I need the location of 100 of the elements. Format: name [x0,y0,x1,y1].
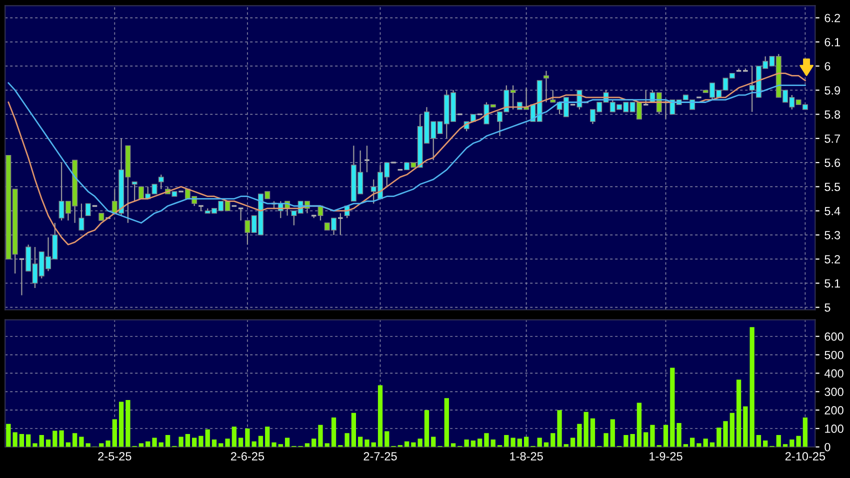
bar [644,432,648,447]
bar [245,428,250,447]
bar [411,442,416,447]
bar [378,385,383,447]
bar [670,368,675,447]
bar [318,424,323,447]
bar [703,438,708,447]
bar [304,443,310,447]
bar [178,436,184,447]
bar [504,434,509,447]
y-tick-label: 600 [824,332,844,341]
bar [225,438,230,447]
bar [284,438,290,447]
bar [444,398,449,447]
bar [776,434,781,447]
candlestick [85,203,91,216]
bar [86,443,90,447]
bar [517,438,522,447]
bar [59,430,64,447]
bar [99,443,104,447]
bar [716,428,722,447]
x-tick-label: 2-5-25 [98,452,132,460]
bar [351,412,356,447]
y-tick-label: 6.1 [824,38,840,46]
bar [484,433,489,447]
y-tick-label: 5 [824,303,830,312]
bar [604,433,608,447]
bar [212,440,217,447]
bar [72,433,78,447]
bar [584,412,588,447]
bar [358,436,363,447]
y-tick-label: 5.2 [824,255,840,264]
bar [570,438,576,447]
bar [12,432,18,447]
bar [796,436,801,447]
candlestick [18,258,25,296]
y-tick-label: 300 [824,388,844,396]
bar [730,412,734,447]
bar [39,434,44,447]
bar [590,418,596,447]
bar [185,434,190,447]
bar [118,402,124,447]
bar [510,438,516,447]
bar [431,436,436,447]
candlestick [337,212,344,236]
y-tick-label: 200 [824,406,844,414]
x-tick-label: 2-6-25 [230,452,264,460]
bar [450,443,456,447]
bar [312,438,316,447]
bar [696,443,702,447]
bar [26,434,31,447]
y-tick-label: 5.9 [824,86,840,95]
y-tick-label: 5.6 [824,158,840,167]
bar [790,440,794,447]
bar [537,438,542,447]
y-tick-label: 6.2 [824,14,840,22]
y-tick-label: 5.1 [824,279,840,288]
bar [478,438,482,447]
bar [663,424,668,447]
y-tick-label: 5.4 [824,206,840,216]
x-tick-label: 2-10-25 [785,452,826,460]
candlestick [78,203,84,231]
bar [32,443,38,447]
y-tick-label: 400 [824,369,844,378]
y-tick-label: 6 [824,62,830,70]
y-tick-label: 5.7 [824,134,840,143]
bar [384,431,390,447]
y-tick-label: 5.8 [824,110,840,119]
bar [636,402,642,447]
y-tick-label: 100 [825,424,844,433]
bar [424,410,430,447]
bar [138,443,144,447]
line-series [8,82,806,224]
bar [152,438,157,447]
bar [265,426,270,447]
bar [205,429,210,447]
bar [19,434,24,447]
x-tick-label: 1-9-25 [650,452,682,460]
bar [52,430,58,447]
bar [418,438,422,447]
bar [258,436,264,447]
bar [192,438,197,447]
bar [650,424,655,447]
bar [238,438,244,447]
bar [232,426,236,447]
bar [470,440,476,447]
bar [112,419,117,447]
y-tick-label: 5.5 [824,182,840,192]
y-tick-label: 5.3 [824,230,840,240]
bar [490,440,496,447]
bar [802,417,808,447]
x-tick-label: 2-7-25 [364,452,397,460]
bar [198,436,204,447]
bar [557,410,562,447]
bar [763,440,768,447]
y-tick-label: 0 [824,442,830,452]
bar [624,434,628,447]
bar [344,433,350,447]
bar [690,438,695,447]
bar [46,440,51,447]
